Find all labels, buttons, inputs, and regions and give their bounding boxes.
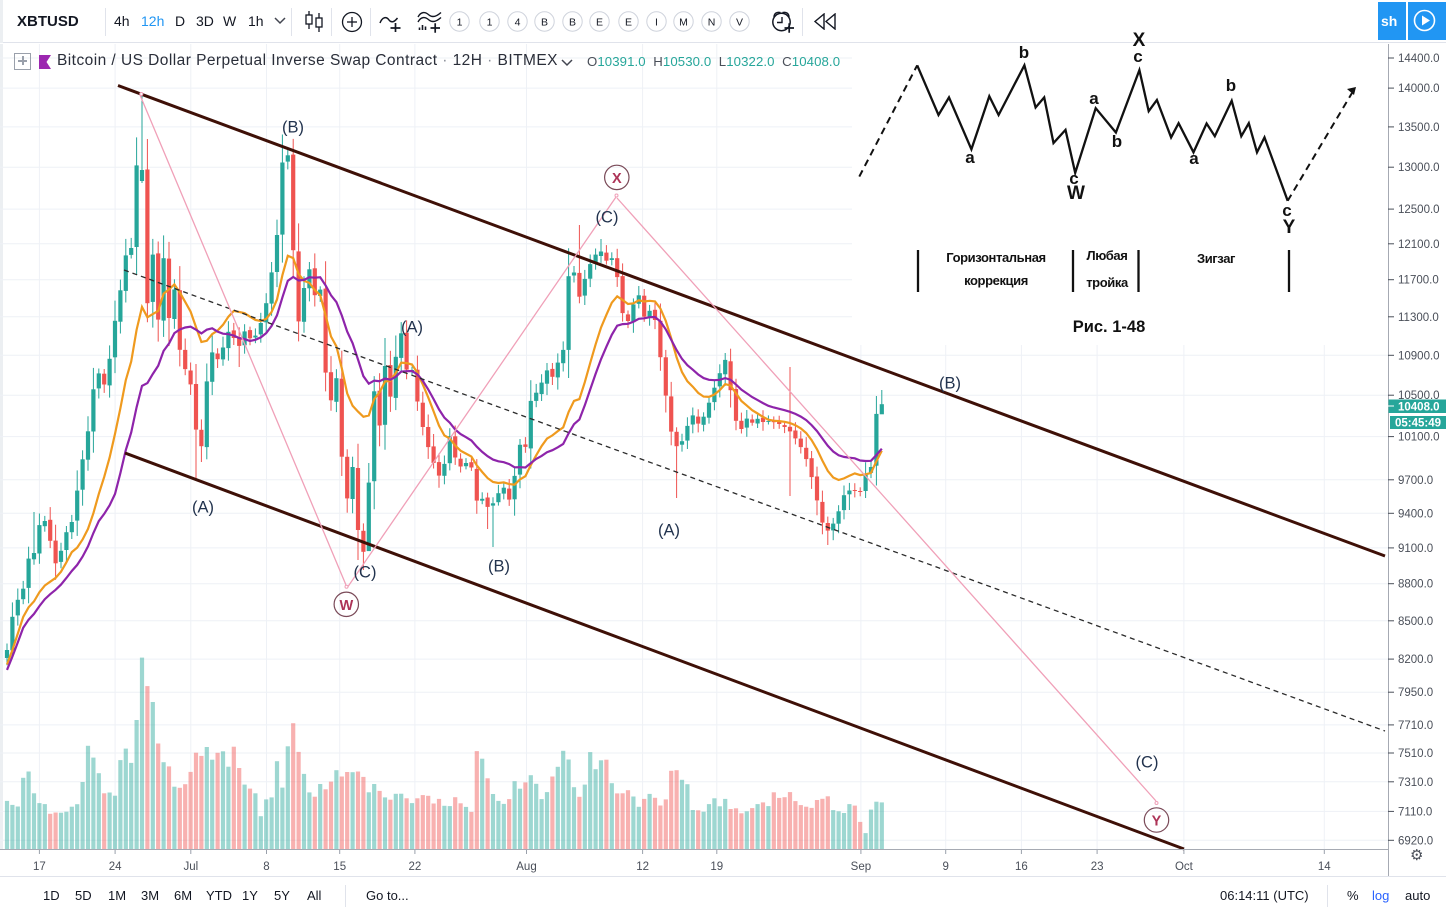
svg-text:(A): (A) [658,522,680,540]
svg-text:(B): (B) [488,558,510,576]
svg-text:10100.0: 10100.0 [1398,432,1440,444]
svg-text:12500.0: 12500.0 [1398,204,1440,216]
svg-text:7310.0: 7310.0 [1398,777,1433,789]
svg-text:Sep: Sep [851,861,871,873]
svg-text:12: 12 [636,861,649,873]
svg-text:23: 23 [1091,861,1104,873]
svg-text:M: M [679,17,688,29]
svg-text:(C): (C) [354,564,377,582]
svg-text:13000.0: 13000.0 [1398,162,1440,174]
svg-text:15: 15 [333,861,346,873]
svg-text:X: X [612,171,622,187]
svg-text:Oct: Oct [1175,861,1194,873]
svg-text:14000.0: 14000.0 [1398,83,1440,95]
svg-text:b: b [1019,43,1029,62]
svg-text:(B): (B) [282,119,304,137]
svg-text:8500.0: 8500.0 [1398,616,1433,628]
svg-text:W: W [1067,183,1085,204]
svg-text:Y: Y [1283,217,1296,238]
svg-text:7510.0: 7510.0 [1398,748,1433,760]
svg-text:N: N [708,17,716,29]
svg-text:8800.0: 8800.0 [1398,579,1433,591]
svg-text:24: 24 [109,861,122,873]
svg-text:12100.0: 12100.0 [1398,239,1440,251]
svg-text:11300.0: 11300.0 [1398,312,1439,324]
svg-text:c: c [1282,201,1291,220]
svg-text:коррекция: коррекция [964,273,1028,288]
svg-text:10408.0: 10408.0 [1398,402,1440,414]
svg-text:Горизонтальная: Горизонтальная [946,250,1045,265]
svg-text:7950.0: 7950.0 [1398,687,1433,699]
svg-text:9700.0: 9700.0 [1398,475,1433,487]
svg-text:I: I [655,17,658,29]
svg-text:05:45:49: 05:45:49 [1395,418,1441,430]
svg-text:(C): (C) [1136,754,1159,772]
svg-text:B: B [541,17,548,29]
svg-text:9400.0: 9400.0 [1398,508,1433,520]
svg-text:Рис. 1-48: Рис. 1-48 [1073,318,1146,336]
svg-text:Y: Y [1152,814,1162,830]
svg-text:Aug: Aug [516,861,536,873]
svg-text:X: X [1133,30,1146,51]
svg-text:B: B [569,17,576,29]
svg-text:13500.0: 13500.0 [1398,122,1440,134]
svg-text:c: c [1133,47,1142,66]
svg-text:10900.0: 10900.0 [1398,350,1440,362]
svg-text:(A): (A) [192,499,214,517]
svg-text:19: 19 [710,861,723,873]
svg-text:10500.0: 10500.0 [1398,390,1440,402]
svg-text:V: V [736,17,743,29]
svg-text:a: a [1189,149,1199,168]
svg-text:22: 22 [409,861,422,873]
svg-text:Любая: Любая [1087,248,1128,263]
svg-text:7110.0: 7110.0 [1398,806,1432,818]
svg-text:9: 9 [942,861,948,873]
svg-text:E: E [596,17,603,29]
svg-text:6920.0: 6920.0 [1398,835,1433,847]
svg-text:8: 8 [263,861,269,873]
svg-text:Jul: Jul [183,861,198,873]
svg-text:⚙: ⚙ [1410,847,1423,864]
svg-text:17: 17 [33,861,46,873]
svg-text:14: 14 [1318,861,1331,873]
svg-text:a: a [1089,89,1099,108]
svg-text:7710.0: 7710.0 [1398,720,1433,732]
svg-text:E: E [625,17,632,29]
svg-text:b: b [1112,132,1122,151]
svg-text:Зигзаг: Зигзаг [1197,251,1236,266]
svg-text:b: b [1226,76,1236,95]
svg-text:тройка: тройка [1086,275,1129,290]
svg-text:(A): (A) [401,319,423,337]
svg-text:9100.0: 9100.0 [1398,543,1433,555]
svg-text:c: c [1069,169,1078,188]
svg-text:a: a [965,148,975,167]
svg-text:16: 16 [1015,861,1028,873]
svg-text:14400.0: 14400.0 [1398,53,1440,65]
svg-text:8200.0: 8200.0 [1398,654,1433,666]
svg-text:1: 1 [487,17,493,29]
svg-text:W: W [339,598,353,614]
svg-text:4: 4 [515,17,521,29]
svg-text:(B): (B) [939,375,961,393]
svg-text:11700.0: 11700.0 [1398,275,1439,287]
svg-text:1: 1 [457,17,463,29]
svg-text:(C): (C) [596,209,619,227]
